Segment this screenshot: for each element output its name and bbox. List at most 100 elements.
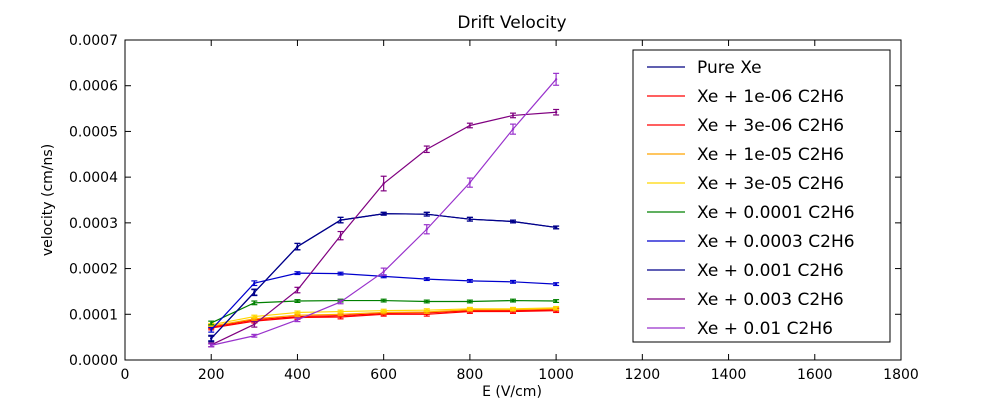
- x-tick-label: 1800: [883, 367, 919, 383]
- data-point: [339, 310, 342, 313]
- x-tick-label: 800: [457, 367, 484, 383]
- legend-item: Xe + 1e-05 C2H6: [647, 145, 844, 165]
- data-point: [511, 307, 515, 310]
- data-point: [511, 280, 515, 284]
- data-point: [296, 314, 299, 317]
- data-point: [468, 279, 472, 283]
- data-point: [253, 291, 256, 294]
- data-point: [425, 308, 428, 312]
- chart-title: Drift Velocity: [457, 13, 566, 33]
- data-point: [210, 337, 213, 340]
- axes: 0 200 400 600 800 1000 1200 1400 1600 1800 0.0000 0…: [69, 33, 919, 383]
- data-point: [253, 323, 256, 326]
- data-point: [382, 182, 385, 185]
- data-point: [511, 114, 515, 117]
- legend-item: Xe + 0.003 C2H6: [647, 290, 844, 310]
- data-point: [253, 315, 256, 318]
- plot-frame: [124, 39, 902, 361]
- legend-label: Xe + 0.001 C2H6: [697, 261, 844, 281]
- data-point: [554, 306, 558, 310]
- legend-item: Pure Xe: [647, 58, 762, 78]
- x-tick-label: 1400: [711, 367, 747, 383]
- x-tick-label: 1000: [538, 367, 574, 383]
- data-point: [296, 299, 299, 303]
- data-point: [554, 78, 558, 81]
- data-point: [296, 311, 299, 314]
- x-tick-label: 200: [198, 367, 225, 383]
- legend: Pure Xe Xe + 1e-06 C2H6 Xe + 3e-06 C2H6 Xe …: [632, 49, 891, 343]
- data-point: [253, 334, 256, 337]
- data-point: [339, 313, 342, 316]
- legend-label: Xe + 1e-05 C2H6: [697, 145, 844, 165]
- legend-label: Xe + 0.0003 C2H6: [697, 232, 855, 252]
- data-point: [554, 282, 558, 286]
- data-point: [425, 212, 428, 216]
- data-point: [554, 111, 558, 114]
- legend-label: Pure Xe: [697, 58, 762, 78]
- data-point: [468, 124, 472, 127]
- legend-item: Xe + 3e-05 C2H6: [647, 174, 844, 194]
- legend-label: Xe + 1e-06 C2H6: [697, 87, 844, 107]
- data-point: [339, 218, 342, 222]
- data-point: [554, 299, 558, 303]
- x-tick-label: 0: [121, 367, 130, 383]
- data-point: [296, 245, 299, 248]
- y-tick-label: 0.0005: [69, 124, 118, 140]
- data-point: [253, 301, 256, 305]
- legend-item: Xe + 0.0003 C2H6: [647, 232, 855, 252]
- legend-item: Xe + 0.001 C2H6: [647, 261, 844, 281]
- data-point: [425, 277, 428, 281]
- y-tick-label: 0.0007: [69, 33, 118, 49]
- data-point: [425, 228, 428, 231]
- legend-label: Xe + 0.01 C2H6: [697, 319, 833, 339]
- legend-label: Xe + 0.0001 C2H6: [697, 203, 855, 223]
- data-point: [468, 181, 472, 184]
- data-point: [339, 272, 342, 275]
- x-tick-label: 600: [370, 367, 397, 383]
- y-tick-label: 0.0001: [69, 307, 118, 323]
- legend-label: Xe + 3e-05 C2H6: [697, 174, 844, 194]
- y-axis-label: velocity (cm/ns): [40, 144, 56, 256]
- y-tick-label: 0.0004: [69, 170, 118, 186]
- x-tick-label: 400: [284, 367, 311, 383]
- data-point: [468, 218, 472, 221]
- legend-item: Xe + 3e-06 C2H6: [647, 116, 844, 136]
- data-point: [425, 148, 428, 151]
- data-point: [468, 307, 472, 310]
- data-point: [339, 300, 342, 304]
- y-tick-label: 0.0000: [69, 353, 118, 369]
- legend-label: Xe + 3e-06 C2H6: [697, 116, 844, 136]
- y-tick-label: 0.0003: [69, 216, 118, 232]
- legend-item: Xe + 0.01 C2H6: [647, 319, 833, 339]
- data-point: [382, 212, 385, 215]
- data-point: [210, 328, 213, 332]
- legend-item: Xe + 1e-06 C2H6: [647, 87, 844, 107]
- data-point: [554, 226, 558, 229]
- x-tick-label: 1200: [625, 367, 661, 383]
- data-point: [296, 318, 299, 321]
- data-point: [210, 321, 213, 325]
- data-point: [382, 309, 385, 312]
- data-point: [511, 220, 515, 223]
- data-point: [425, 300, 428, 303]
- y-tick-label: 0.0006: [69, 79, 118, 95]
- data-point: [382, 299, 385, 302]
- plot-area: [208, 72, 560, 348]
- legend-label: Xe + 0.003 C2H6: [697, 290, 844, 310]
- data-point: [253, 282, 256, 285]
- data-point: [382, 270, 385, 273]
- x-tick-label: 1600: [797, 367, 833, 383]
- data-point: [511, 127, 515, 131]
- data-point: [511, 299, 515, 302]
- data-point: [339, 234, 342, 237]
- data-point: [210, 344, 213, 347]
- data-point: [296, 271, 299, 275]
- legend-item: Xe + 0.0001 C2H6: [647, 203, 855, 223]
- data-point: [296, 288, 299, 292]
- data-point: [468, 300, 472, 303]
- legend-box: [632, 49, 891, 343]
- x-axis-label: E (V/cm): [482, 384, 542, 400]
- y-tick-label: 0.0002: [69, 262, 118, 278]
